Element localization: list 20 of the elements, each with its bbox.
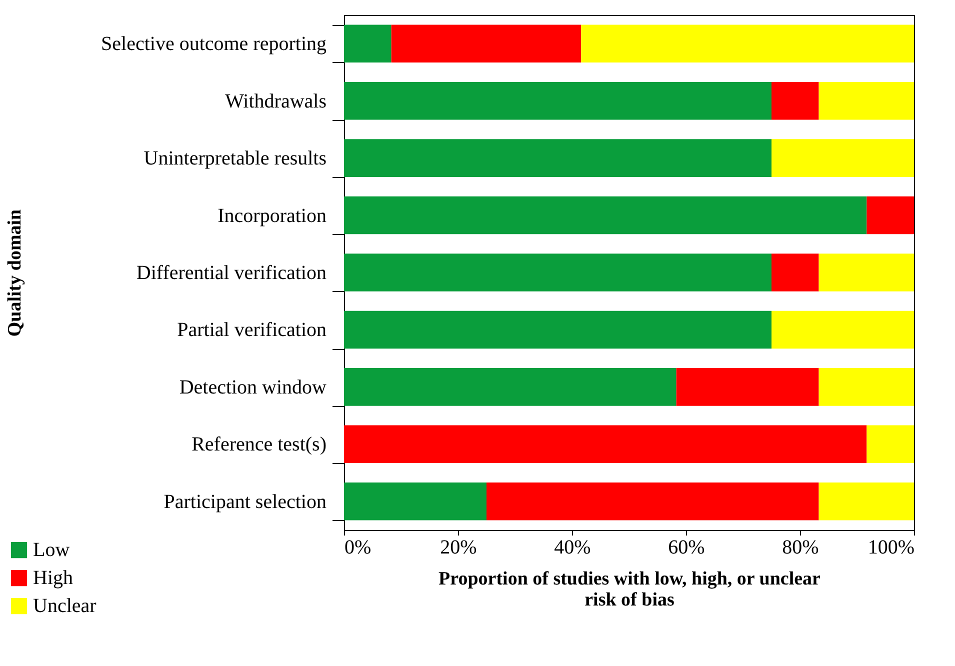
y-tick-label: Incorporation — [218, 204, 326, 227]
x-axis-title: Proportion of studies with low, high, or unclear risk of bias — [438, 568, 822, 610]
x-tick-label: 100% — [868, 536, 914, 558]
y-axis-title: Quality domain — [4, 208, 26, 337]
y-tick-label: Uninterpretable results — [144, 148, 327, 170]
y-tick-label: Reference test(s) — [192, 434, 326, 456]
y-tick-label: Partial verification — [177, 319, 326, 342]
x-tick-label: 40% — [554, 536, 591, 558]
x-tick-label: 0% — [344, 536, 372, 558]
y-tick-label: Detection window — [179, 376, 328, 398]
legend-label: Low — [33, 539, 70, 561]
y-tick-label: Withdrawals — [225, 90, 327, 112]
y-tick-label: Differential verification — [136, 262, 326, 284]
legend-label: High — [33, 567, 73, 589]
x-tick-label: 20% — [440, 536, 477, 558]
y-tick-label: Selective outcome reporting — [101, 33, 326, 56]
x-tick-label: 60% — [668, 536, 705, 558]
legend-label: Unclear — [33, 595, 97, 617]
y-tick-label: Participant selection — [164, 490, 326, 513]
x-tick-label: 80% — [782, 536, 819, 558]
